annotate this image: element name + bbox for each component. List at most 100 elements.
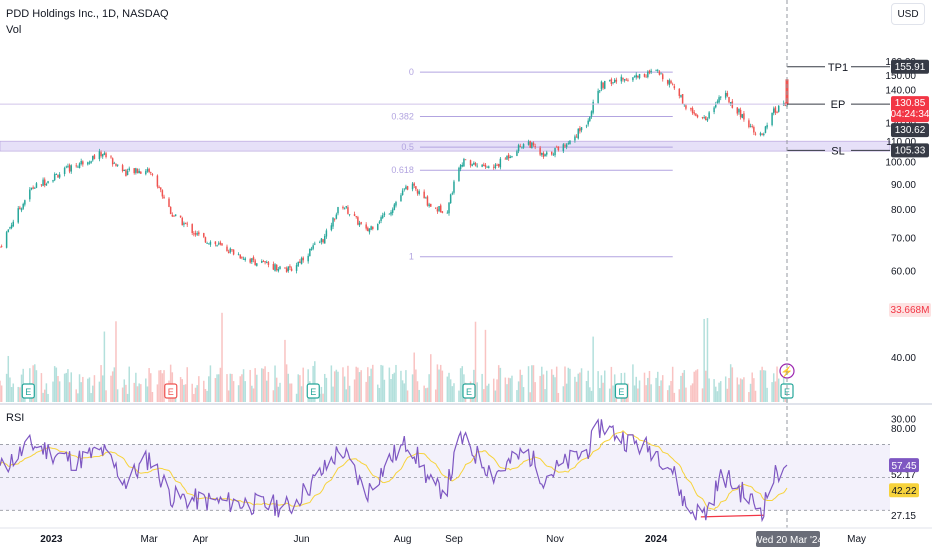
candle-body xyxy=(261,261,263,263)
volume-bar xyxy=(360,370,362,402)
candle-body xyxy=(666,80,669,84)
price-tick-label: 110.00 xyxy=(886,137,916,148)
volume-bar xyxy=(544,389,546,402)
candle-body xyxy=(516,151,518,156)
volume-bar xyxy=(135,372,137,402)
volume-bar xyxy=(121,387,124,402)
earnings-marker[interactable]: E xyxy=(614,383,629,399)
trade-levels[interactable]: TP1 EP SL xyxy=(0,62,890,158)
earnings-marker[interactable]: E xyxy=(462,383,476,399)
volume-bar xyxy=(272,390,275,402)
volume-bar xyxy=(484,329,487,402)
time-axis[interactable]: 2023 Mar Apr Jun Aug Sep Nov 2024 May xyxy=(40,534,866,545)
candle-body xyxy=(88,162,91,164)
volume-bar xyxy=(128,366,130,402)
volume-bar xyxy=(492,378,495,402)
candle-body xyxy=(461,164,464,167)
volume-bar xyxy=(499,367,502,402)
candle-body xyxy=(0,246,3,247)
candle-body xyxy=(111,158,114,165)
candle-body xyxy=(627,79,629,81)
candle-body xyxy=(40,184,43,186)
volume-bar xyxy=(231,373,233,402)
volume-bar xyxy=(82,376,84,402)
volume-bar xyxy=(17,386,19,402)
earnings-marker[interactable]: E xyxy=(164,383,178,399)
candle-body xyxy=(625,79,628,81)
candle-body xyxy=(322,239,324,243)
volume-bar xyxy=(439,364,442,402)
volume-bar xyxy=(678,389,681,402)
volume-bar xyxy=(400,370,402,402)
candle-body xyxy=(29,189,31,200)
volume-bar xyxy=(777,378,780,402)
volume-bar xyxy=(474,321,477,402)
volume-bar xyxy=(391,374,394,402)
volume-bar xyxy=(330,365,333,402)
candle-body xyxy=(285,268,288,273)
rsi-legend[interactable]: RSI xyxy=(6,412,25,424)
candle-body xyxy=(504,158,507,160)
volume-bar xyxy=(579,372,581,402)
candle-body xyxy=(638,74,641,79)
candle-body xyxy=(459,165,462,170)
candle-body xyxy=(355,215,357,217)
volume-bar xyxy=(217,374,220,402)
volume-bar xyxy=(532,365,535,402)
candle-body xyxy=(17,208,19,223)
symbol-title[interactable]: PDD Holdings Inc., 1D, NASDAQ xyxy=(6,8,169,20)
volume-bar xyxy=(405,370,407,402)
volume-bar xyxy=(100,365,102,402)
volume-bar xyxy=(275,377,278,402)
volume-bar xyxy=(77,393,79,402)
candle-body xyxy=(113,162,116,164)
volume-bar xyxy=(753,378,755,402)
volume-bar xyxy=(494,390,497,402)
candle-body xyxy=(274,264,276,271)
volume-bar xyxy=(587,370,589,402)
earnings-marker[interactable]: E xyxy=(21,383,35,399)
candle-body xyxy=(507,154,510,159)
candle-body xyxy=(575,136,578,138)
volume-bar xyxy=(355,366,357,402)
volume-bar xyxy=(531,365,533,402)
candle-body xyxy=(715,103,717,108)
rsi-axis[interactable]: 80.00 52.17 27.15 xyxy=(891,424,916,522)
volume-bar xyxy=(10,387,13,402)
volume-bar xyxy=(251,385,253,402)
volume-bar xyxy=(486,385,488,402)
candle-body xyxy=(244,258,246,261)
volume-bar xyxy=(5,373,8,402)
candle-body xyxy=(771,112,773,126)
candle-body xyxy=(497,164,500,167)
volume-bar xyxy=(289,383,291,402)
volume-bar xyxy=(325,377,328,402)
fibonacci-retracement[interactable]: 0 0.382 0.5 0.618 1 xyxy=(391,67,673,262)
candle-body xyxy=(136,169,139,174)
volume-bar xyxy=(637,388,639,402)
candle-body xyxy=(511,156,513,157)
volume-bar xyxy=(534,382,536,402)
volume-bar xyxy=(249,369,251,402)
volume-bar xyxy=(105,390,107,402)
volume-bar xyxy=(635,376,637,402)
volume-bar xyxy=(345,389,348,402)
candle-body xyxy=(12,221,15,227)
volume-bar xyxy=(370,368,372,402)
volume-legend[interactable]: Vol xyxy=(6,24,22,36)
earnings-marker[interactable]: E xyxy=(306,383,320,399)
candle-body xyxy=(579,128,581,132)
sl-price-label: 105.33 xyxy=(891,143,929,158)
candle-body xyxy=(156,175,159,187)
currency-button[interactable]: USD xyxy=(891,3,925,25)
earnings-markers[interactable]: EEEEEE⚡ xyxy=(21,363,795,399)
chart-legend[interactable]: PDD Holdings Inc., 1D, NASDAQ Vol xyxy=(6,6,169,38)
volume-bar xyxy=(562,386,565,402)
volume-bar xyxy=(670,380,672,402)
volume-bar xyxy=(7,355,10,402)
volume-bar xyxy=(43,389,46,402)
candle-body xyxy=(169,206,172,215)
volume-bar xyxy=(256,374,258,402)
candle-body xyxy=(749,126,752,128)
